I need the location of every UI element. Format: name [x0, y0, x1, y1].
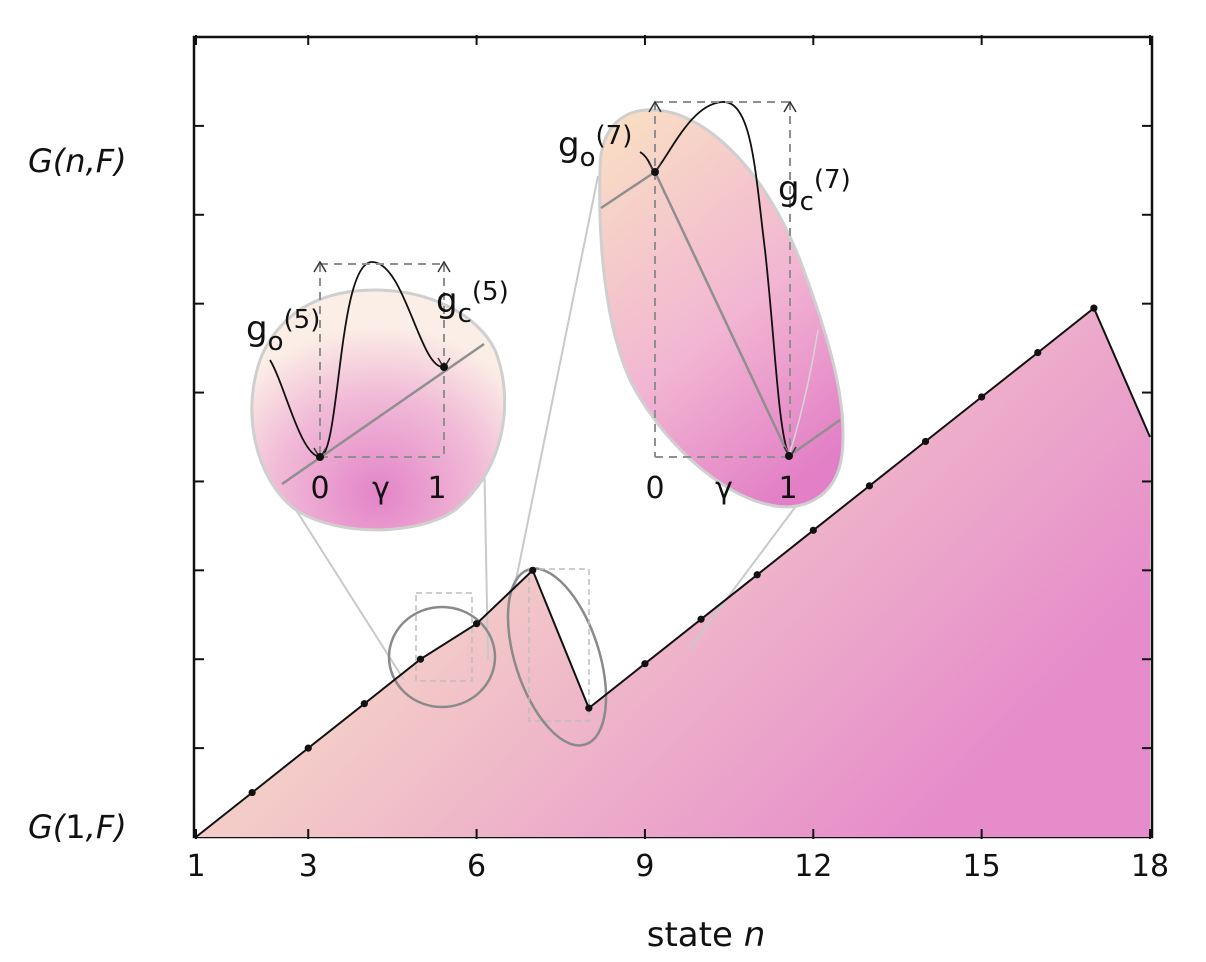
inset-5-arrow-gc-up [437, 260, 451, 273]
inset-5-curve [269, 261, 445, 458]
connector-7-left [513, 175, 599, 591]
data-point-5 [416, 655, 425, 663]
y-label-top: G(n,F) [28, 142, 127, 180]
x-tick-label-18: 18 [1131, 849, 1169, 884]
inset-7-go-arg: (7) [596, 121, 633, 151]
x-axis-title-state: state [647, 915, 744, 955]
inset-7-gc-arg: (7) [814, 165, 851, 195]
area-fill [196, 308, 1150, 838]
x-tick-labels: 1 3 6 9 12 15 18 [186, 849, 1169, 884]
y-label-bottom-p0: G( [28, 808, 67, 846]
inset-7-point-0 [651, 168, 659, 176]
inset-7-axis-1: 1 [778, 471, 797, 506]
markers [248, 304, 1098, 797]
inset-7-guides [654, 101, 791, 458]
data-point-3 [304, 744, 312, 752]
inset-5-go-g: g [246, 309, 268, 349]
inset-7-gc-sub: c [800, 187, 814, 217]
inset-5-gamma-line [281, 342, 485, 486]
inset-7-axis-0: 0 [645, 471, 664, 506]
y-label-bottom-one: 1 [65, 808, 85, 846]
inset-7-point-1 [785, 452, 793, 460]
inset-5-bubble [250, 288, 507, 532]
data-point-14 [921, 437, 930, 446]
zoom-box-5 [415, 592, 473, 682]
connector-7-right [689, 489, 809, 649]
x-tick-label-15: 15 [963, 849, 1001, 884]
inset-5: go(5) gc(5) 0 γ 1 [246, 260, 509, 532]
data-point-4 [360, 700, 368, 708]
inset-7-axis-gamma: γ [715, 471, 733, 506]
y-label-bottom-f: F [96, 808, 115, 846]
data-point-9 [641, 660, 649, 668]
x-ticks [195, 35, 1151, 839]
y-label-bottom-close: ) [112, 808, 126, 846]
x-tick-label-3: 3 [299, 849, 318, 884]
y-label-bottom-comma: , [86, 808, 96, 846]
data-point-6 [472, 620, 481, 628]
data-point-13 [865, 482, 874, 490]
x-tick-label-9: 9 [635, 849, 654, 884]
inset-7-gamma-line-3 [788, 418, 841, 458]
inset-7-gc-g: g [778, 169, 800, 209]
connector-5-left [283, 490, 405, 681]
x-tick-label-6: 6 [467, 849, 486, 884]
inset-5-gc-sub: c [458, 299, 472, 329]
inset-5-arrow-go-up [313, 260, 327, 273]
data-point-2 [248, 788, 256, 797]
inset-5-point-1 [440, 363, 448, 371]
inset-7: go(7) gc(7) 0 γ 1 [558, 100, 851, 509]
inset-5-guides [319, 263, 445, 458]
zoom-ellipse-5 [387, 605, 497, 709]
inset-5-gc-arg: (5) [472, 277, 509, 307]
inset-5-go-label: go(5) [246, 305, 320, 357]
x-tick-label-12: 12 [794, 849, 832, 884]
data-point-15 [978, 393, 986, 401]
data-point-16 [1034, 348, 1042, 357]
data-point-11 [753, 571, 761, 579]
main-line [195, 306, 1151, 838]
zoom-box-7 [528, 568, 590, 722]
y-label-top-comma: , [86, 142, 96, 180]
x-tick-label-1: 1 [186, 849, 205, 884]
data-point-17 [1090, 304, 1098, 312]
data-point-7 [529, 566, 537, 574]
inset-7-gamma-line-2 [653, 171, 791, 457]
inset-5-axis-0: 0 [310, 471, 329, 506]
inset-5-gc-label: gc(5) [436, 277, 509, 329]
inset-7-gamma-line [600, 170, 656, 210]
data-point-12 [809, 526, 817, 534]
inset-7-arrow-gc-up [783, 100, 797, 113]
data-point-8 [585, 704, 593, 712]
y-ticks [194, 124, 1152, 750]
y-label-top-f: F [96, 142, 115, 180]
data-point-10 [697, 615, 705, 623]
inset-5-point-0 [316, 453, 324, 461]
x-axis-title: state n [647, 915, 766, 955]
inset-5-axis-1: 1 [427, 471, 446, 506]
inset-7-go-g: g [558, 125, 580, 165]
x-axis-title-n: n [744, 915, 766, 955]
inset-7-curve-tail [788, 329, 819, 457]
y-label-top-n: n [65, 142, 85, 180]
inset-5-axis-gamma: γ [372, 471, 390, 506]
y-label-top-p0: G( [28, 142, 67, 180]
inset-7-arrow-go-up [648, 100, 662, 113]
inset-7-gc-label: gc(7) [778, 165, 851, 217]
inset-5-gc-g: g [436, 281, 458, 321]
inset-5-go-sub: o [268, 327, 284, 357]
y-label-top-close: ) [112, 142, 126, 180]
inset-7-go-sub: o [580, 143, 596, 173]
inset-7-go-label: go(7) [558, 121, 632, 173]
y-label-bottom: G(1,F) [28, 808, 127, 846]
inset-5-go-arg: (5) [284, 305, 321, 335]
inset-7-bubble [598, 108, 845, 509]
